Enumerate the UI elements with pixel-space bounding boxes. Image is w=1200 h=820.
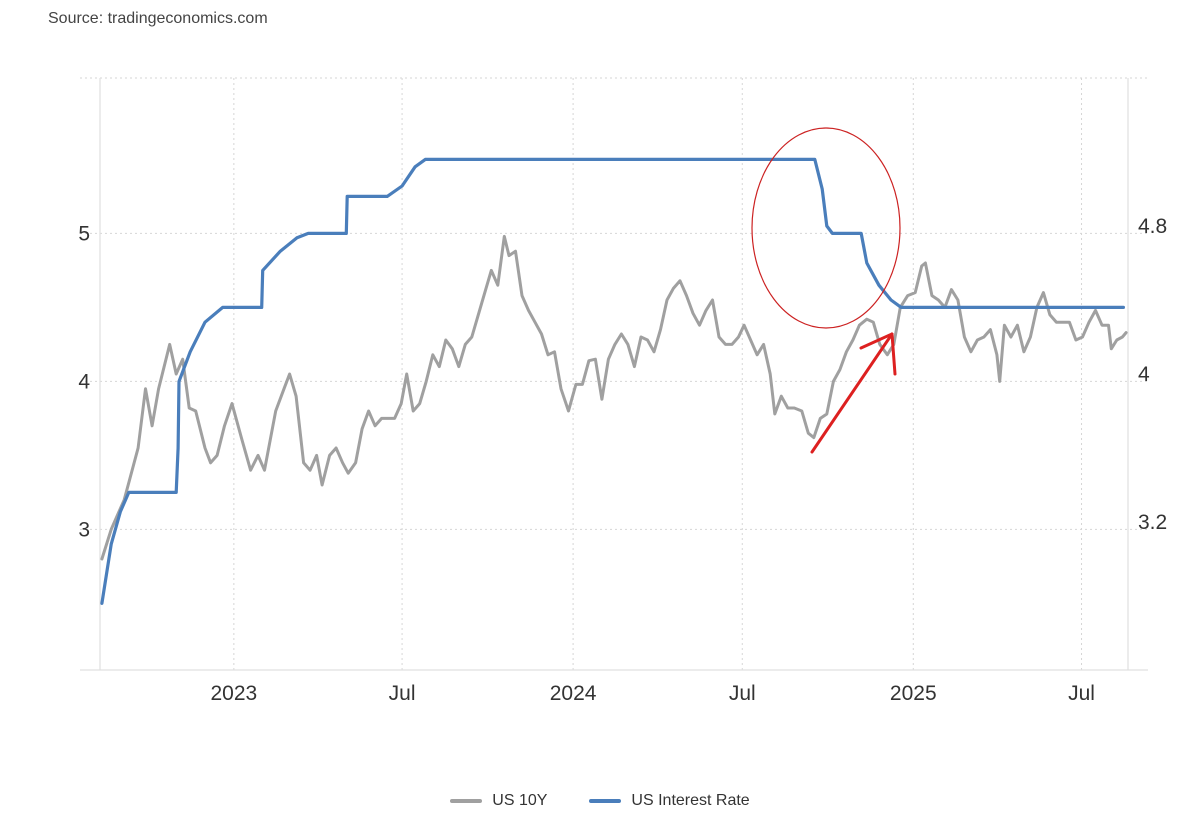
line-chart: 3 4 5 3.2 4 4.8 2023 Jul 2024 Jul 2025 Jul [78,77,1167,705]
y-right-tick-label: 3.2 [1138,511,1167,534]
annotation-arrow-head [859,332,897,376]
x-tick-label: 2023 [210,682,257,705]
legend-item-us10y[interactable]: US 10Y [450,792,547,810]
source-label: Source: tradingeconomics.com [48,10,268,27]
y-right-tick-label: 4.8 [1138,215,1167,238]
series-line-interest-rate [100,157,1125,605]
axes [80,78,1148,671]
grid-lines [80,77,1148,670]
legend-item-interest-rate[interactable]: US Interest Rate [589,792,750,810]
x-tick-label: 2025 [890,682,937,705]
legend-label-us10y: US 10Y [492,792,548,809]
x-tick-label: Jul [1068,682,1095,705]
legend-label-interest-rate: US Interest Rate [631,792,750,809]
annotations [751,127,901,454]
y-left-tick-label: 4 [78,370,90,393]
annotation-circle [751,127,901,329]
legend: US 10Y US Interest Rate [0,792,1200,810]
y-left-tick-label: 3 [78,518,90,541]
y-right-tick-label: 4 [1138,363,1150,386]
y-left-tick-label: 5 [78,222,90,245]
legend-swatch-interest-rate [589,799,622,803]
x-tick-label: 2024 [550,682,597,705]
series-lines [100,157,1128,605]
legend-swatch-us10y [450,799,483,803]
series-line-us10y [100,234,1128,561]
x-tick-label: Jul [729,682,756,705]
x-tick-label: Jul [389,682,416,705]
annotation-arrow-shaft [810,332,894,454]
tick-labels: 3 4 5 3.2 4 4.8 2023 Jul 2024 Jul 2025 Jul [78,215,1167,705]
